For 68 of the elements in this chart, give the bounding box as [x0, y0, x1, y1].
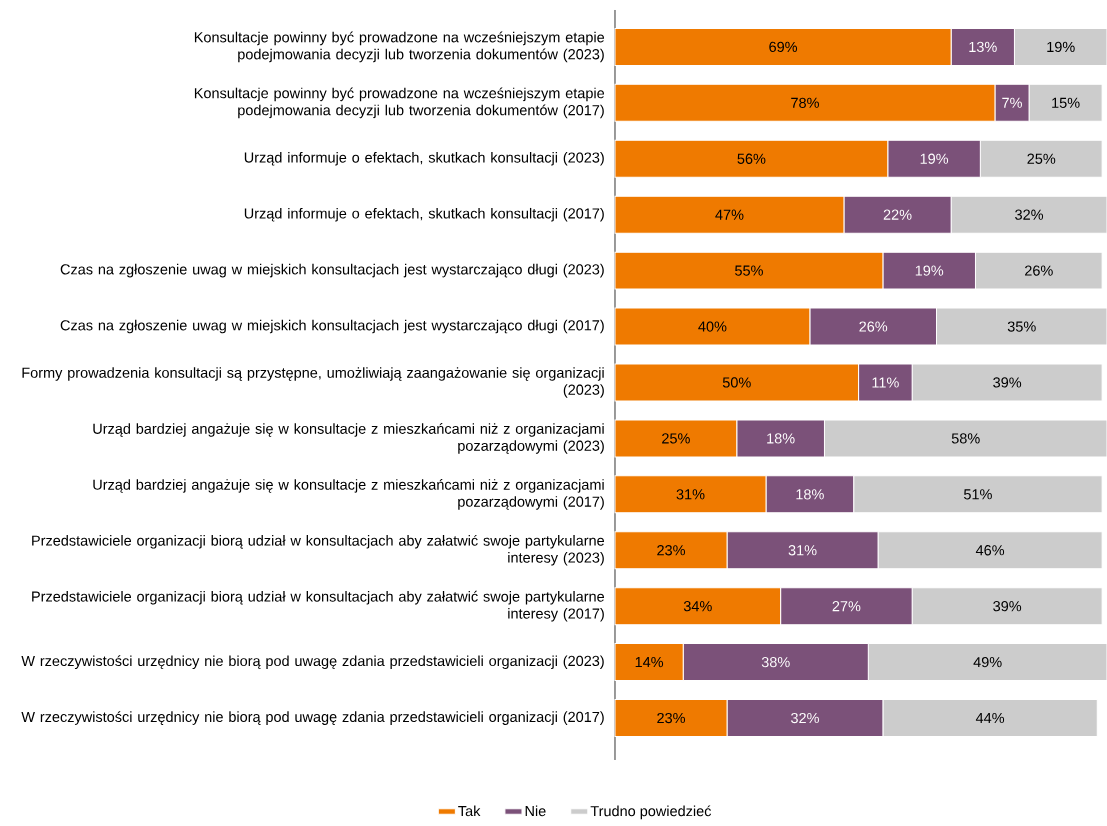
data-label: 38% [761, 656, 790, 668]
data-label: 27% [832, 601, 861, 612]
bar [911, 363, 1103, 402]
data-label: 23% [657, 712, 686, 724]
bar [823, 419, 1107, 458]
data-label: 15% [1052, 97, 1080, 108]
data-label: 34% [683, 601, 712, 612]
y-tick-label: Przedstawiciele organizacji biorą udział w konsultacjach aby załatwić swoje partykularne interesy (2023) [32, 534, 605, 566]
bar [950, 195, 1107, 234]
y-tick-label: W rzeczywistości urzędnicy nie biorą pod uwagę zdania przedstawicieli organizacji (2023) [21, 655, 604, 669]
data-label: 25% [1027, 153, 1056, 164]
data-label: 26% [859, 321, 888, 332]
data-label: 25% [662, 433, 690, 444]
bar [979, 139, 1103, 178]
bar [911, 587, 1103, 626]
data-label: 19% [915, 265, 944, 276]
data-label: 26% [1025, 265, 1053, 276]
data-label: 18% [767, 433, 795, 444]
data-label: 69% [769, 41, 798, 53]
data-label: 78% [791, 97, 819, 108]
y-tick-label: Czas na zgłoszenie uwag w miejskich konsultacjach jest wystarczająco długi (2023) [60, 263, 604, 278]
data-label: 19% [920, 153, 949, 164]
data-label: 32% [1015, 209, 1044, 220]
y-tick-label: Urząd informuje o efektach, skutkach konsultacji (2017) [244, 207, 604, 222]
data-label: 39% [993, 377, 1022, 388]
y-tick-label: Urząd informuje o efektach, skutkach konsultacji (2023) [244, 152, 604, 166]
data-label: 46% [975, 545, 1005, 556]
data-label: 51% [963, 489, 992, 500]
data-label: 35% [1007, 321, 1036, 332]
bar [867, 643, 1107, 682]
legend-label: Nie [525, 805, 546, 817]
data-label: 39% [993, 601, 1022, 612]
data-label: 14% [635, 657, 664, 668]
bar [877, 531, 1103, 570]
data-label: 13% [969, 41, 997, 53]
bar [882, 699, 1098, 738]
data-label: 23% [657, 545, 686, 556]
data-label: 31% [788, 545, 817, 556]
bar [1028, 83, 1103, 122]
data-label: 50% [722, 377, 751, 388]
y-tick-label: W rzeczywistości urzędnicy nie biorą pod uwagę zdania przedstawicieli organizacji (2017) [21, 711, 604, 725]
y-tick-label: Formy prowadzenia konsultacji są przystępne, umożliwiają zaangażowanie się organizacji (2023) [22, 367, 604, 398]
data-label: 31% [676, 489, 705, 500]
y-tick-label: Konsultacje powinny być prowadzone na wcześniejszym etapie podejmowania decyzji lub tworzenia dokumentów (2023) [194, 31, 605, 63]
data-label: 55% [735, 265, 763, 276]
data-label: 47% [715, 209, 744, 220]
bar [936, 307, 1107, 346]
data-label: 18% [796, 489, 824, 500]
y-tick-label: Konsultacje powinny być prowadzone na wcześniejszym etapie podejmowania decyzji lub tworzenia dokumentów (2017) [194, 87, 605, 119]
data-label: 44% [975, 712, 1005, 724]
data-label: 49% [973, 656, 1002, 668]
legend-label: Trudno powiedzieć [590, 805, 712, 820]
data-label: 32% [791, 712, 819, 724]
data-label: 7% [1002, 97, 1022, 108]
y-tick-label: Czas na zgłoszenie uwag w miejskich konsultacjach jest wystarczająco długi (2017) [60, 319, 604, 334]
y-tick-label: Urząd bardziej angażuje się w konsultacje z mieszkańcami niż z organizacjami pozarządowymi (2023) [93, 423, 604, 454]
data-label: 40% [698, 321, 727, 332]
data-label: 56% [737, 153, 766, 164]
data-label: 58% [951, 433, 980, 444]
y-tick-label: Przedstawiciele organizacji biorą udział w konsultacjach aby załatwić swoje partykularne interesy (2017) [32, 590, 605, 622]
legend-label: Tak [458, 805, 481, 817]
data-label: 19% [1047, 41, 1075, 53]
y-tick-label: Urząd bardziej angażuje się w konsultacje z mieszkańcami niż z organizacjami pozarządowymi (2017) [93, 478, 604, 510]
data-label: 22% [883, 209, 912, 220]
bar [974, 251, 1103, 290]
bar [1013, 27, 1107, 66]
bar [853, 475, 1103, 514]
data-label: 11% [872, 377, 899, 388]
